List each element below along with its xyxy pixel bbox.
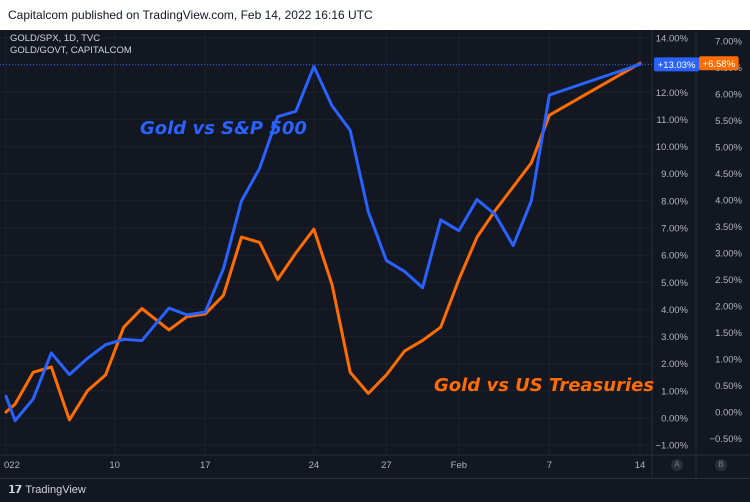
x-tick-label: 14 xyxy=(635,460,646,471)
axis-b-tick-label: 5.50% xyxy=(715,116,742,127)
axis-b-tick-label: 2.00% xyxy=(715,302,742,313)
axis-b-tick-label: 3.00% xyxy=(715,249,742,260)
axis-a-tick-label: 11.00% xyxy=(656,115,688,126)
publish-text: Capitalcom published on TradingView.com,… xyxy=(8,8,373,22)
brand[interactable]: 𝟭𝟳 TradingView xyxy=(8,483,86,497)
axis-a-tick-label: 4.00% xyxy=(661,305,688,316)
series-line-gold-vs-spx xyxy=(4,62,642,423)
axis-a-button[interactable]: A xyxy=(671,459,683,471)
axis-a-tick-label: −1.00% xyxy=(656,441,689,452)
axis-b-tick-label: −0.50% xyxy=(710,434,743,445)
chart-canvas[interactable]: 14.00%13.00%12.00%11.00%10.00%9.00%8.00%… xyxy=(0,0,750,478)
last-value-flag-a: +13.03% xyxy=(654,57,700,72)
symbol-line-1: GOLD/SPX, 1D, TVC xyxy=(10,33,101,44)
axis-a-tick-label: 10.00% xyxy=(656,142,689,153)
axis-a-tick-label: 8.00% xyxy=(661,196,688,207)
axis-b-tick-label: 2.50% xyxy=(715,275,742,286)
x-tick-label: 7 xyxy=(547,460,552,471)
axis-b-tick-label: 0.00% xyxy=(715,408,742,419)
last-value-flag-a-text: +13.03% xyxy=(658,60,696,71)
axis-a-tick-label: 14.00% xyxy=(656,34,689,45)
tradingview-logo-icon: 𝟭𝟳 xyxy=(8,484,22,496)
axis-a-tick-label: 7.00% xyxy=(661,224,688,235)
symbol-info: GOLD/SPX, 1D, TVC GOLD/GOVT, CAPITALCOM xyxy=(10,33,132,57)
x-tick-label: 17 xyxy=(200,460,211,471)
last-value-flag-b: +6.58% xyxy=(699,56,739,71)
annotation-gold-vs-treasuries: Gold vs US Treasuries xyxy=(434,375,654,396)
series-line-gold-vs-treasuries xyxy=(4,61,642,422)
axis-b-tick-label: 1.00% xyxy=(715,355,742,366)
axis-a-tick-label: 5.00% xyxy=(661,278,688,289)
x-tick-label: 24 xyxy=(309,460,320,471)
x-tick-label: 022 xyxy=(4,460,20,471)
last-value-flag-a-bg xyxy=(654,57,700,72)
axis-b-tick-label: 7.00% xyxy=(715,37,742,48)
x-tick-label: 27 xyxy=(381,460,392,471)
axis-a-tick-label: 6.00% xyxy=(661,251,688,262)
symbol-line-2: GOLD/GOVT, CAPITALCOM xyxy=(10,45,132,56)
axis-a-tick-label: 9.00% xyxy=(661,169,688,180)
axis-b-tick-label: 4.00% xyxy=(715,196,742,207)
axis-b-tick-label: 0.50% xyxy=(715,381,742,392)
axis-a-tick-label: 0.00% xyxy=(661,414,688,425)
axis-b-tick-label: 4.50% xyxy=(715,169,742,180)
x-tick-label: 10 xyxy=(109,460,120,471)
plot-area xyxy=(0,30,652,455)
x-tick-label: Feb xyxy=(451,460,467,471)
brand-label: TradingView xyxy=(25,483,86,496)
last-value-flag-b-bg xyxy=(699,56,739,71)
axis-b-tick-label: 1.50% xyxy=(715,328,742,339)
axis-a-tick-label: 12.00% xyxy=(656,88,689,99)
axis-a-tick-label: 1.00% xyxy=(661,386,688,397)
annotation-gold-vs-spx: Gold vs S&P 500 xyxy=(140,118,307,139)
axis-b-button[interactable]: B xyxy=(715,459,727,471)
footer-bar: 𝟭𝟳 TradingView xyxy=(0,478,750,502)
axis-b-tick-label: 6.00% xyxy=(715,90,742,101)
axis-b-tick-label: 3.50% xyxy=(715,222,742,233)
axis-a-tick-label: 2.00% xyxy=(661,359,688,370)
last-value-flag-b-text: +6.58% xyxy=(703,59,736,70)
axis-b-tick-label: 5.00% xyxy=(715,143,742,154)
axis-a-tick-label: 3.00% xyxy=(661,332,688,343)
publish-header: Capitalcom published on TradingView.com,… xyxy=(0,0,750,30)
